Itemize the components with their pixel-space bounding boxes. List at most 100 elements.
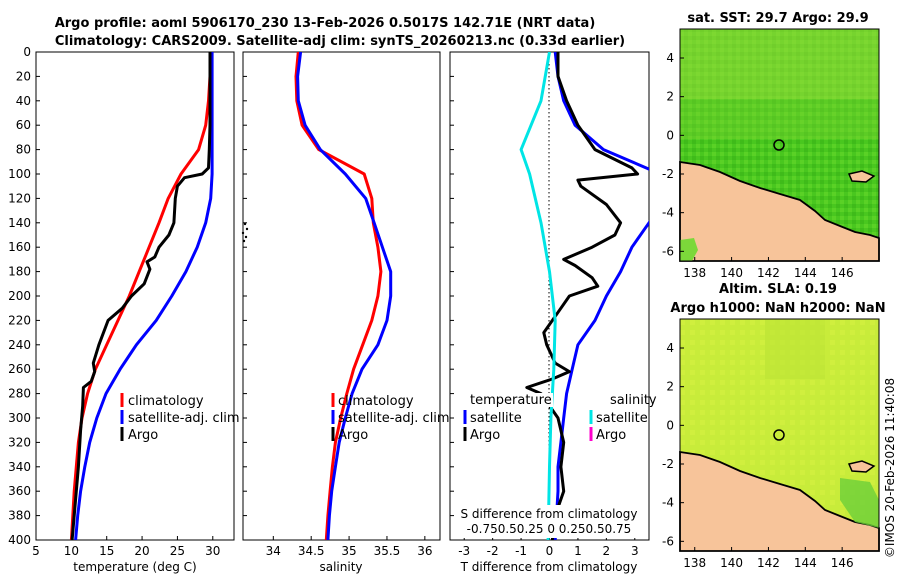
sst-map-title: sat. SST: 29.7 Argo: 29.9	[687, 11, 868, 26]
depth-tick-label: 360	[8, 484, 31, 498]
legend-t-satellite: satellite	[470, 411, 522, 426]
salinity-legend: climatology satellite-adj. clim Argo	[331, 393, 450, 443]
map-y-tick-label: -2	[662, 457, 674, 471]
sla-patch	[765, 319, 825, 379]
depth-tick-label: 220	[8, 313, 31, 327]
salinity-panel: 34 34.5 35 35.5 36 salinity climatology sate…	[241, 51, 450, 574]
difference-lines	[519, 52, 649, 540]
x-tick-label: 5	[32, 544, 40, 558]
series-line-argo	[70, 52, 212, 540]
series-line-climatology	[294, 52, 383, 540]
map-x-tick-label: 142	[757, 266, 780, 280]
title-line2: Climatology: CARS2009. Satellite-adj cli…	[55, 34, 625, 49]
salinity-xlabel: salinity	[319, 560, 362, 574]
depth-tick-label: 320	[8, 435, 31, 449]
depth-tick-label: 340	[8, 460, 31, 474]
depth-tick-label: 80	[16, 143, 31, 157]
depth-tick-label: 40	[16, 94, 31, 108]
temperature-x-ticks: 5 10 15 20 25 30	[32, 536, 220, 558]
tdiff-xlabel: T difference from climatology	[460, 560, 638, 574]
map-x-tick-label: 146	[831, 556, 854, 570]
map-x-tick-label: 144	[794, 266, 817, 280]
map-x-tick-label: 140	[720, 556, 743, 570]
sst-warm-band	[680, 29, 879, 99]
map-x-tick-label: 142	[757, 556, 780, 570]
sla-island	[847, 460, 876, 473]
map-y-tick-label: 0	[666, 128, 674, 142]
sdiff-xlabel: S difference from climatology	[461, 507, 638, 521]
legend-temperature-header: temperature	[470, 393, 552, 408]
depth-tick-label: 140	[8, 216, 31, 230]
depth-tick-label: 200	[8, 289, 31, 303]
x-tick-label: 10	[64, 544, 79, 558]
secondary-axis-bg	[455, 505, 645, 538]
legend-climatology: climatology	[128, 394, 204, 409]
sst-argo-location-marker	[773, 139, 785, 151]
salinity-x-ticks: 34 34.5 35 35.5 36	[243, 51, 432, 558]
temperature-xlabel: temperature (deg C)	[73, 560, 196, 574]
sst-map: sat. SST: 29.7 Argo: 29.9 138 140 142 144 14…	[662, 11, 880, 280]
legend-climatology: climatology	[338, 394, 414, 409]
map-y-tick-label: 0	[666, 418, 674, 432]
x-tick-label: 35	[341, 544, 356, 558]
depth-tick-label: 20	[16, 69, 31, 83]
x-tick-label: 20	[134, 544, 149, 558]
map-x-tick-label: 140	[720, 266, 743, 280]
argo-sal-dot	[245, 227, 249, 231]
argo-sal-dot	[241, 231, 245, 235]
map-x-tick-label: 144	[794, 556, 817, 570]
depth-tick-label: 400	[8, 533, 31, 547]
map-y-tick-label: -2	[662, 167, 674, 181]
title-line1: Argo profile: aoml 5906170_230 13-Feb-20…	[55, 16, 596, 31]
depth-tick-label: 180	[8, 265, 31, 279]
legend-satellite: satellite-adj. clim	[338, 411, 450, 426]
depth-tick-label: 0	[23, 45, 31, 59]
depth-tick-label: 120	[8, 191, 31, 205]
x-tick-label: 25	[170, 544, 185, 558]
map-y-tick-label: 2	[666, 380, 674, 394]
sst-island	[847, 170, 876, 183]
map-y-tick-label: 4	[666, 51, 674, 65]
legend-s-satellite: satellite	[596, 411, 648, 426]
sst-map-ticks: 138 140 142 144 146 4 2 0 -2 -4 -6	[662, 51, 854, 280]
temperature-panel: 0 20 40 60 80 100 120 140 160 180 200 220 240 260 280 3…	[8, 45, 240, 574]
depth-tick-label: 160	[8, 240, 31, 254]
x-tick-label: 2	[603, 544, 611, 558]
sst-map-frame	[679, 28, 880, 262]
imos-credit: ©IMOS 20-Feb-2026 11:40:08	[883, 378, 897, 558]
sla-map-ticks: 138 140 142 144 146 4 2 0 -2 -4 -6	[662, 341, 854, 570]
series-line-s-satellite	[519, 52, 557, 540]
map-y-tick-label: -4	[662, 496, 674, 510]
series-line-satellite-adj-clim	[74, 52, 214, 540]
series-line-t-argo	[525, 52, 640, 540]
legend-t-argo: Argo	[470, 428, 500, 443]
map-x-tick-label: 146	[831, 266, 854, 280]
difference-panel: -3 -2 -1 0 1 2 3 T difference from climatology…	[449, 51, 657, 574]
legend-argo: Argo	[338, 428, 368, 443]
sla-green-patch	[840, 478, 879, 528]
salinity-argo-dots	[241, 222, 249, 243]
x-tick-label: 35.5	[374, 544, 401, 558]
map-x-tick-label: 138	[683, 266, 706, 280]
legend-bg	[467, 393, 553, 407]
map-x-tick-label: 138	[683, 556, 706, 570]
difference-legend: temperature salinity satellite Argo sate…	[463, 393, 657, 443]
x-tick-label: 36	[417, 544, 432, 558]
temperature-legend: climatology satellite-adj. clim Argo	[120, 393, 240, 443]
map-y-tick-label: 2	[666, 90, 674, 104]
series-line-climatology	[69, 52, 213, 540]
sst-land-patch	[680, 238, 698, 261]
sla-map-frame	[679, 318, 880, 552]
x-tick-label: 1	[574, 544, 582, 558]
x-tick-label: 0	[546, 544, 554, 558]
depth-tick-label: 100	[8, 167, 31, 181]
x-tick-label: 15	[99, 544, 114, 558]
sla-map-title1: Altim. SLA: 0.19	[719, 282, 837, 297]
legend-argo: Argo	[128, 428, 158, 443]
temperature-lines	[69, 52, 214, 540]
sla-argo-location-marker	[773, 429, 785, 441]
series-line-satellite-adj-clim	[296, 52, 393, 540]
temperature-y-ticks: 0 20 40 60 80 100 120 140 160 180 200 220 240 260 280 3…	[8, 45, 40, 547]
legend-salinity-header: salinity	[610, 393, 657, 408]
